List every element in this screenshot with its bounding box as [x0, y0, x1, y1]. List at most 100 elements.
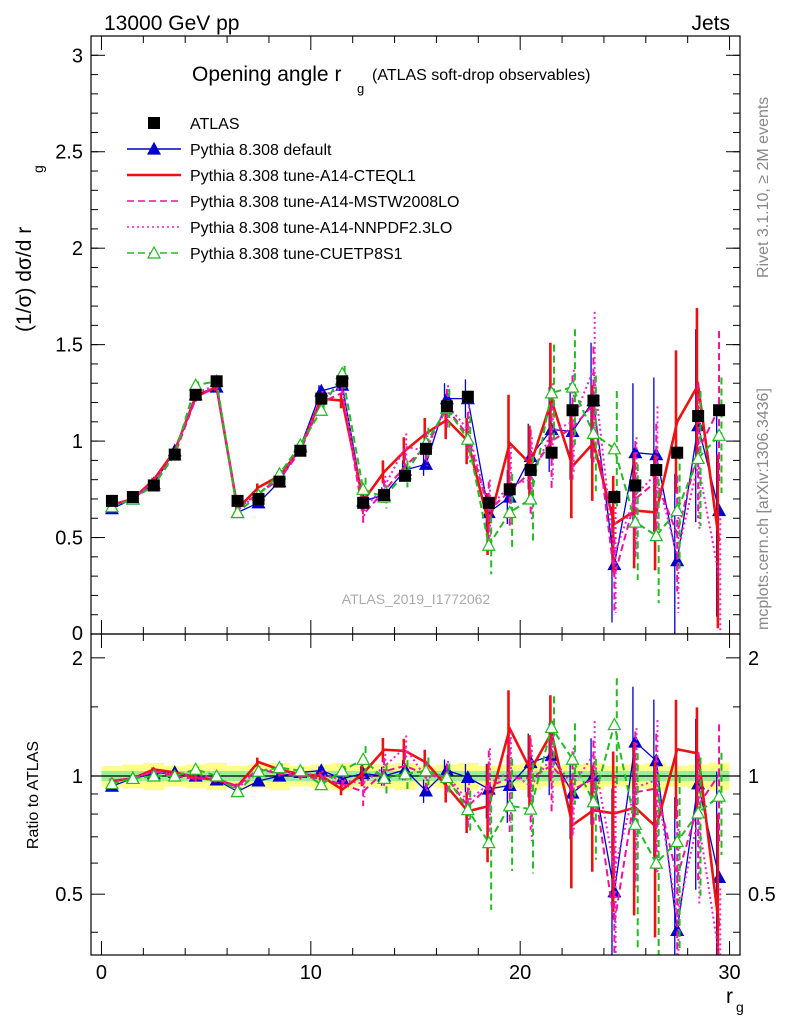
x-tick-label: 20: [509, 962, 531, 984]
series-line-1: [111, 384, 720, 565]
series-marker: [418, 456, 433, 470]
legend-marker-atlas: [148, 117, 160, 129]
ratio-marker: [502, 798, 517, 812]
x-axis-label-main: r: [726, 985, 733, 1008]
atlas-data-point: [419, 442, 432, 455]
ratio-marker: [691, 805, 706, 819]
atlas-data-points: [105, 375, 726, 509]
ratio-marker: [377, 771, 392, 784]
ratio-y-tick-label-right: 0.5: [748, 884, 776, 906]
atlas-data-point: [671, 446, 684, 459]
series-marker: [502, 505, 517, 519]
atlas-data-point: [524, 464, 537, 477]
ratio-marker: [230, 784, 245, 798]
ratio-marker: [104, 776, 119, 790]
atlas-data-point: [440, 400, 453, 413]
ratio-y-tick-label: 2: [72, 648, 83, 670]
main-y-axis: 0.5 1 1.5 2 2.5 3 0: [55, 45, 740, 645]
legend-label-4: Pythia 8.308 tune-A14-NNPDF2.3LO: [190, 220, 452, 237]
ratio-marker: [314, 777, 329, 791]
ratio-marker: [460, 802, 475, 816]
y-axis-label-main: (1/σ) dσ/d r: [13, 227, 36, 332]
atlas-data-point: [378, 489, 391, 502]
ratio-y-tick-label-right: 2: [748, 648, 759, 670]
ratio-marker: [628, 817, 643, 830]
x-tick-label: 0: [96, 962, 107, 984]
atlas-data-point: [713, 404, 726, 417]
ratio-marker: [670, 834, 685, 848]
x-tick-label: 10: [300, 962, 322, 984]
atlas-data-point: [692, 410, 705, 423]
ratio-marker: [188, 762, 203, 775]
ratio-marker: [544, 720, 559, 734]
series-line-4: [111, 369, 721, 577]
atlas-data-point: [273, 475, 286, 488]
x-tick-label: 30: [718, 962, 740, 984]
atlas-data-point: [105, 494, 118, 507]
series-line-2: [111, 381, 721, 542]
atlas-data-point: [545, 446, 558, 459]
ratio-marker: [251, 773, 266, 787]
ratio-line-2: [111, 725, 721, 927]
ratio-marker: [460, 770, 475, 784]
ratio-marker: [439, 770, 454, 784]
atlas-data-point: [336, 375, 349, 388]
atlas-data-point: [461, 390, 474, 403]
ratio-y-axis-label: Ratio to ATLAS: [25, 741, 42, 849]
legend-label-atlas: ATLAS: [190, 116, 240, 133]
series-marker: [481, 538, 496, 551]
ratio-marker: [586, 794, 601, 808]
ratio-y-axis: 0.5 0.5 1 1 2 2: [55, 648, 776, 933]
legend: ATLAS Pythia 8.308 default Pythia 8.308 tu…: [127, 116, 459, 263]
series-marker: [314, 402, 329, 416]
mc-series-group: [104, 307, 727, 634]
ratio-marker: [607, 717, 622, 731]
main-y-tick-label: 1.5: [55, 335, 83, 357]
chart-title-extra: (ATLAS soft-drop observables): [372, 67, 590, 84]
atlas-data-point: [587, 394, 600, 407]
ratio-marker: [251, 763, 266, 777]
chart-title: Opening angle r: [192, 63, 341, 86]
ratio-marker: [418, 783, 433, 797]
atlas-data-point: [566, 404, 579, 417]
atlas-data-point: [147, 479, 160, 492]
ratio-marker: [523, 801, 538, 815]
series-marker: [649, 528, 664, 542]
legend-marker-5: [146, 245, 162, 259]
analysis-watermark: ATLAS_2019_I1772062: [342, 591, 491, 607]
ratio-marker: [335, 763, 350, 777]
main-y-tick-label: 3: [72, 45, 83, 67]
ratio-marker: [272, 760, 287, 774]
atlas-data-point: [399, 469, 412, 482]
main-y-tick-label: 1: [72, 431, 83, 453]
series-marker: [670, 503, 685, 517]
atlas-data-point: [294, 444, 307, 457]
atlas-data-point: [126, 491, 139, 504]
series-marker: [188, 377, 203, 391]
main-y-tick-label: 2: [72, 238, 83, 260]
main-frame: [90, 35, 741, 635]
series-marker: [356, 482, 371, 495]
main-x-ticks: [100, 36, 731, 634]
atlas-data-point: [168, 448, 181, 461]
x-axis-label: r g: [726, 985, 744, 1015]
series-marker: [712, 428, 727, 441]
legend-label-1: Pythia 8.308 default: [190, 142, 332, 159]
main-y-tick-label: 0.5: [55, 528, 83, 550]
series-marker: [565, 379, 580, 393]
legend-label-2: Pythia 8.308 tune-A14-CTEQL1: [190, 168, 416, 185]
ratio-marker: [712, 789, 727, 802]
chart-title-subscript: g: [357, 81, 364, 96]
y-axis-label-subscript: g: [30, 165, 46, 173]
series-marker: [230, 505, 245, 519]
series-marker: [628, 514, 643, 528]
ratio-panel: 0.5 0.5 1 1 2 2 0 10 20 30 Ratio to ATLAS r g: [25, 633, 776, 1015]
ratio-y-tick-label: 1: [72, 766, 83, 788]
series-marker: [523, 491, 538, 505]
legend-label-3: Pythia 8.308 tune-A14-MSTW2008LO: [190, 194, 459, 211]
atlas-data-point: [482, 496, 495, 509]
ratio-marker: [167, 768, 182, 782]
legend-marker-1: [146, 141, 162, 155]
ratio-series-group: [104, 678, 727, 956]
main-panel: 0.5 1 1.5 2 2.5 3 0 Opening angle r g (ATLAS s…: [13, 35, 741, 645]
